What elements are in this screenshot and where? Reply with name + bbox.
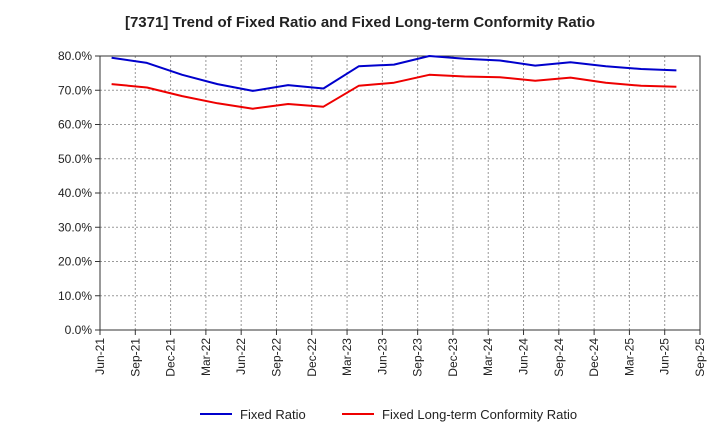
legend: Fixed Ratio Fixed Long-term Conformity Ra… — [200, 407, 577, 422]
x-tick-label: Sep-25 — [693, 338, 707, 377]
x-tick-label: Jun-24 — [517, 338, 531, 375]
x-tick-label: Mar-22 — [199, 338, 213, 376]
legend-fixed-ratio-label: Fixed Ratio — [240, 407, 306, 422]
legend-fixed-long-term-conformity-ratio-label: Fixed Long-term Conformity Ratio — [382, 407, 577, 422]
y-tick-label: 10.0% — [58, 289, 92, 303]
x-tick-label: Dec-24 — [587, 338, 601, 377]
series-line-fixed-ratio — [111, 55, 677, 92]
y-tick-label: 30.0% — [58, 220, 92, 234]
plot-border — [99, 55, 701, 331]
y-tick-label: 50.0% — [58, 152, 92, 166]
y-tick-label: 0.0% — [65, 323, 93, 337]
y-tick-label: 40.0% — [58, 186, 92, 200]
x-tick-label: Sep-24 — [552, 338, 566, 377]
y-tick-label: 80.0% — [58, 49, 92, 63]
y-tick-label: 20.0% — [58, 255, 92, 269]
x-tick-label: Mar-24 — [481, 338, 495, 376]
x-tick-label: Mar-23 — [340, 338, 354, 376]
x-tick-label: Dec-22 — [305, 338, 319, 377]
x-tick-label: Dec-23 — [446, 338, 460, 377]
x-tick-label: Jun-23 — [375, 338, 389, 375]
axes: 0.0% 10.0% 20.0% 30.0% 40.0% 50.0% 60.0% 70.0% 8… — [58, 49, 707, 377]
x-tick-label: Dec-21 — [164, 338, 178, 377]
x-tick-label: Jun-25 — [658, 338, 672, 375]
chart-title: [7371] Trend of Fixed Ratio and Fixed Lo… — [124, 14, 596, 31]
x-tick-label: Sep-22 — [269, 338, 283, 377]
x-tick-label: Sep-23 — [411, 338, 425, 377]
series-lines — [111, 55, 677, 110]
y-tick-label: 70.0% — [58, 83, 92, 97]
x-tick-label: Mar-25 — [622, 338, 636, 376]
series-line-fixed-long-term-conformity-ratio — [111, 73, 677, 110]
y-tick-label: 60.0% — [58, 118, 92, 132]
x-tick-label: Jun-21 — [93, 338, 107, 375]
x-tick-label: Jun-22 — [234, 338, 248, 375]
x-tick-label: Sep-21 — [128, 338, 142, 377]
